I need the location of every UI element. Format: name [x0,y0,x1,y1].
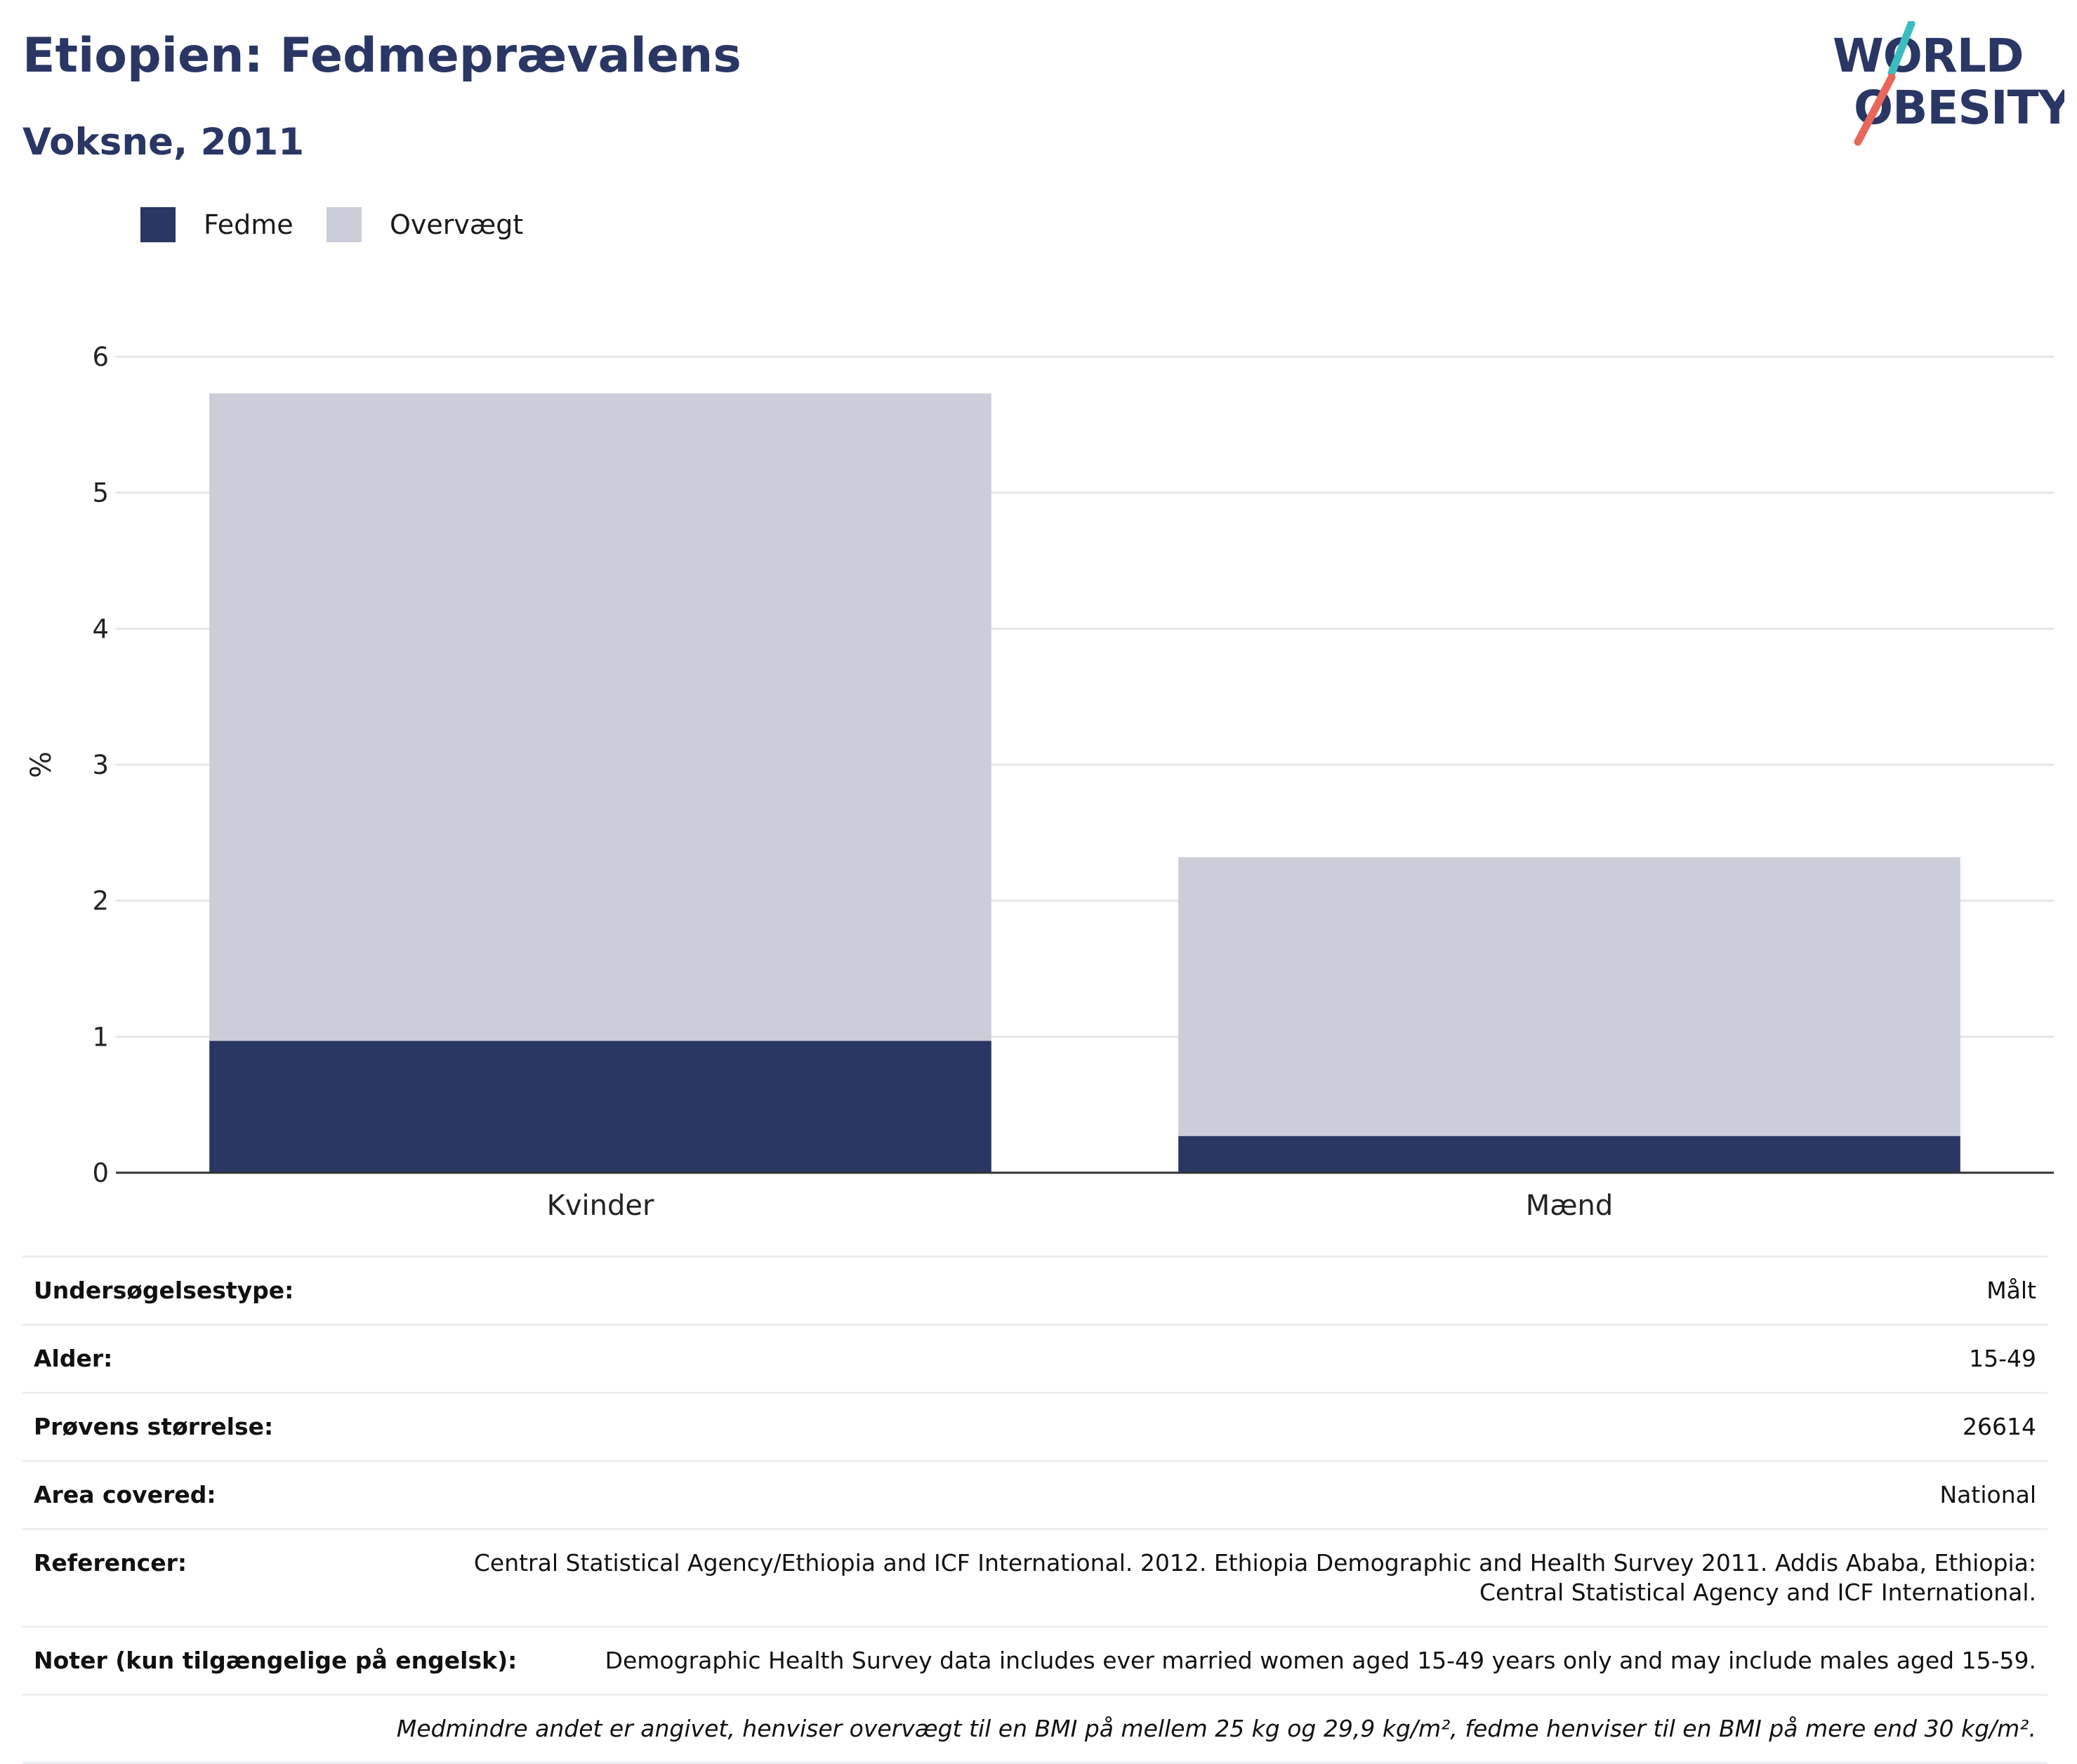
y-tick-label: 1 [92,1022,109,1052]
logo-slash-teal [1887,21,1916,77]
logo-line1: WORLD [1833,29,2024,83]
y-tick-label: 6 [92,342,109,372]
info-value: 26614 [1963,1413,2036,1440]
legend-item-fedme[interactable]: Fedme [140,207,294,242]
info-table: Undersøgelsestype: Målt Alder: 15-49 Prø… [22,1256,2048,1764]
y-axis-label: % [25,751,58,778]
logo-slash-red [1854,73,1896,146]
info-label: Referencer: [34,1549,187,1577]
info-value: 15-49 [1969,1345,2036,1372]
info-row-references: Referencer: Central Statistical Agency/E… [22,1528,2048,1626]
info-row-survey-type: Undersøgelsestype: Målt [22,1256,2048,1324]
y-tick-label: 2 [92,886,109,916]
legend-swatch-overvaegt [327,207,362,242]
world-obesity-logo: WORLD OBESITY [1833,21,2064,146]
info-label: Prøvens størrelse: [34,1413,274,1440]
bar-chart: 0 1 2 3 4 5 6% Kvinder Mænd [25,342,2054,1222]
info-label: Alder: [34,1345,113,1372]
y-tick-label: 4 [92,614,109,644]
info-value: Målt [1986,1277,2036,1304]
info-label: Area covered: [34,1481,216,1508]
x-tick-label: Mænd [1526,1190,1614,1222]
definition-footnote: Medmindre andet er angivet, henviser ove… [22,1694,2048,1764]
legend-label-overvaegt: Overvægt [390,209,524,240]
info-value: National [1939,1481,2036,1508]
info-label: Noter (kun tilgængelige på engelsk): [34,1647,517,1674]
info-value: Demographic Health Survey data includes … [605,1647,2036,1674]
info-row-notes: Noter (kun tilgængelige på engelsk): Dem… [22,1626,2048,1694]
info-row-age: Alder: 15-49 [22,1324,2048,1392]
chart-title: Etiopien: Fedmeprævalens [22,28,741,84]
chart-subtitle: Voksne, 2011 [22,121,305,164]
y-tick-label: 3 [92,750,109,780]
info-row-sample-size: Prøvens størrelse: 26614 [22,1392,2048,1460]
info-label: Undersøgelsestype: [34,1277,294,1304]
info-row-area: Area covered: National [22,1460,2048,1528]
x-tick-label: Kvinder [547,1190,654,1222]
bar-fedme [1178,1136,1960,1173]
y-tick-label: 0 [92,1158,109,1188]
info-value: Central Statistical Agency/Ethiopia and … [473,1549,2036,1606]
bar-overvaegt [209,393,991,1041]
bar-overvaegt [1178,857,1960,1136]
legend-label-fedme: Fedme [204,209,294,240]
bar-fedme [209,1041,991,1173]
legend-swatch-fedme [140,207,176,242]
y-tick-label: 5 [92,478,109,508]
legend-item-overvaegt[interactable]: Overvægt [327,207,523,242]
